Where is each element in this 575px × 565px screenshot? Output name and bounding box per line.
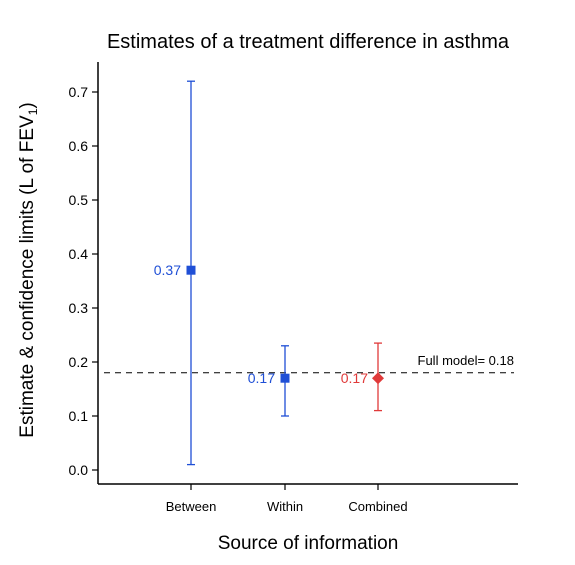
svg-text:Estimate & confidence limits (: Estimate & confidence limits (L of FEV1) xyxy=(17,102,40,437)
y-tick-label: 0.4 xyxy=(69,246,89,262)
chart-title: Estimates of a treatment difference in a… xyxy=(107,31,510,53)
estimate-label: 0.17 xyxy=(341,370,368,386)
y-tick-label: 0.5 xyxy=(69,192,89,208)
estimate-label: 0.17 xyxy=(248,370,275,386)
y-axis-title-subscript: 1 xyxy=(26,108,40,115)
x-tick-label: Combined xyxy=(348,499,407,514)
y-tick-label: 0.0 xyxy=(69,462,89,478)
y-tick-label: 0.7 xyxy=(69,84,89,100)
y-tick-label: 0.1 xyxy=(69,408,89,424)
estimate-marker xyxy=(186,265,196,275)
estimate-marker xyxy=(372,372,384,385)
estimate-label: 0.37 xyxy=(154,262,181,278)
x-tick-label: Within xyxy=(267,499,303,514)
y-tick-label: 0.6 xyxy=(69,138,89,154)
y-axis-title-close: ) xyxy=(17,102,38,108)
y-tick-label: 0.3 xyxy=(69,300,89,316)
x-tick-label: Between xyxy=(166,499,217,514)
y-tick-label: 0.2 xyxy=(69,354,89,370)
estimate-marker xyxy=(280,373,290,383)
y-axis-title: Estimate & confidence limits (L of FEV1) xyxy=(17,102,40,437)
reference-line-label: Full model= 0.18 xyxy=(418,353,514,368)
y-axis-title-main: Estimate & confidence limits (L of FEV xyxy=(17,115,38,438)
x-axis-title: Source of information xyxy=(218,533,399,554)
plot-area: 0.0 0.1 0.2 0.3 0.4 0.5 0.6 0.7 Between Within Com… xyxy=(69,80,514,514)
